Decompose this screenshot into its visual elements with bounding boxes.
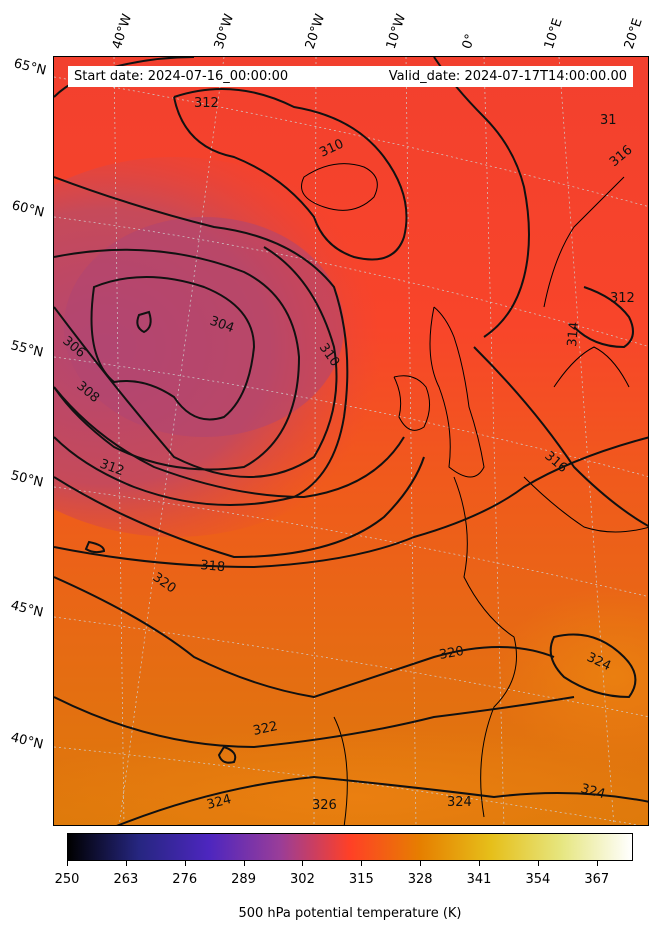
- contour-324-east: [549, 633, 637, 699]
- meridian-line: [405, 57, 417, 825]
- ireland-coast: [393, 375, 430, 431]
- contour-304: [90, 276, 256, 421]
- colorbar-tick-mark: [420, 861, 422, 866]
- lon-label: 30°W: [211, 12, 238, 51]
- lat-label: 65°N: [12, 56, 48, 79]
- colorbar-tick-mark: [243, 861, 245, 866]
- colorbar-tick-mark: [302, 861, 304, 866]
- warm-south-shading: [54, 727, 648, 825]
- colorbar-tick-label: 315: [348, 872, 374, 887]
- contour-324: [116, 775, 648, 825]
- map-panel: 312 310 304 306 308 310 312 316 312 314 …: [53, 56, 649, 826]
- colorbar-tick-label: 302: [290, 872, 315, 887]
- contour-label: 324: [579, 781, 607, 802]
- warm-east-shading: [494, 587, 648, 767]
- contour-label: 322: [252, 719, 279, 739]
- contour-label: 31: [600, 113, 617, 128]
- contour-302-small: [136, 310, 152, 334]
- iceland-coast: [301, 163, 378, 211]
- contour-312-norway: [573, 286, 634, 349]
- britain-coast: [429, 306, 485, 478]
- date-header: Start date: 2024-07-16_00:00:00 Valid_da…: [68, 66, 633, 87]
- contour-small-loop-w: [84, 540, 106, 554]
- contour-306: [54, 248, 301, 471]
- contour-label: 318: [200, 558, 226, 575]
- contour-small-loop: [217, 745, 237, 764]
- lat-label: 45°N: [9, 598, 45, 621]
- meridian-line: [113, 57, 125, 825]
- lat-label: 50°N: [9, 468, 45, 491]
- parallel-line: [54, 746, 641, 825]
- meridian-line: [483, 57, 505, 825]
- contour-label: 324: [205, 792, 233, 813]
- lon-label: 40°W: [109, 12, 136, 51]
- colorbar-tick-label: 250: [54, 872, 80, 887]
- colorbar-tick-label: 276: [172, 872, 198, 887]
- colorbar-tick-mark: [361, 861, 363, 866]
- contour-316-east: [473, 346, 648, 527]
- colorbar-tick-mark: [125, 861, 127, 866]
- map-canvas: 312 310 304 306 308 310 312 316 312 314 …: [54, 57, 648, 825]
- colorbar-tick-mark: [67, 861, 68, 866]
- lon-label: 0°: [459, 32, 479, 51]
- colorbar-tick-label: 289: [231, 872, 256, 887]
- contour-312: [54, 386, 405, 499]
- scandinavia-coast: [543, 176, 630, 388]
- contour-label: 314: [565, 321, 582, 347]
- colorbar-tick-mark: [537, 861, 539, 866]
- contour-lines: [54, 57, 648, 825]
- contour-320: [54, 576, 555, 699]
- france-iberia-coast: [453, 476, 517, 818]
- start-date: Start date: 2024-07-16_00:00:00: [74, 69, 289, 84]
- lat-label: 60°N: [10, 198, 46, 221]
- colorbar-tick-label: 354: [525, 872, 551, 887]
- contour-label: 320: [438, 644, 465, 663]
- contour-label: 326: [312, 798, 337, 813]
- lon-label: 10°W: [383, 12, 410, 51]
- iberia-west-coast: [333, 716, 348, 825]
- contour-318: [54, 436, 648, 569]
- contour-312-north: [173, 88, 408, 261]
- contour-label: 312: [194, 96, 219, 111]
- colorbar-tick-label: 367: [584, 872, 610, 887]
- contour-322: [54, 696, 575, 749]
- colorbar-tick-mark: [479, 861, 481, 866]
- contour-310: [54, 176, 349, 506]
- baltic-coast: [523, 476, 648, 533]
- lon-label: 10°E: [541, 16, 566, 51]
- lat-label: 40°N: [9, 730, 45, 753]
- lon-label: 20°E: [621, 16, 646, 51]
- contour-316: [54, 456, 425, 559]
- parallel-line: [54, 76, 648, 207]
- colorbar-tick-label: 328: [407, 872, 433, 887]
- colorbar-label: 500 hPa potential temperature (K): [238, 906, 462, 921]
- meridian-line: [313, 57, 317, 825]
- contour-label: 312: [610, 291, 635, 306]
- colorbar-tick-mark: [596, 861, 598, 866]
- graticule: [54, 57, 648, 825]
- contour-label: 324: [447, 795, 472, 810]
- contour-308: [54, 246, 338, 478]
- colorbar-tick-label: 341: [466, 872, 492, 887]
- coastlines: [301, 163, 648, 825]
- valid-date: Valid_date: 2024-07-17T14:00:00.00: [388, 69, 627, 84]
- lat-label: 55°N: [9, 338, 45, 361]
- parallel-line: [54, 486, 648, 597]
- colorbar-tick-label: 263: [113, 872, 139, 887]
- contour-314: [433, 57, 530, 338]
- colorbar-tick-mark: [184, 861, 186, 866]
- colorbar: [67, 833, 633, 861]
- meridian-line: [558, 57, 615, 825]
- lon-label: 20°W: [302, 12, 329, 51]
